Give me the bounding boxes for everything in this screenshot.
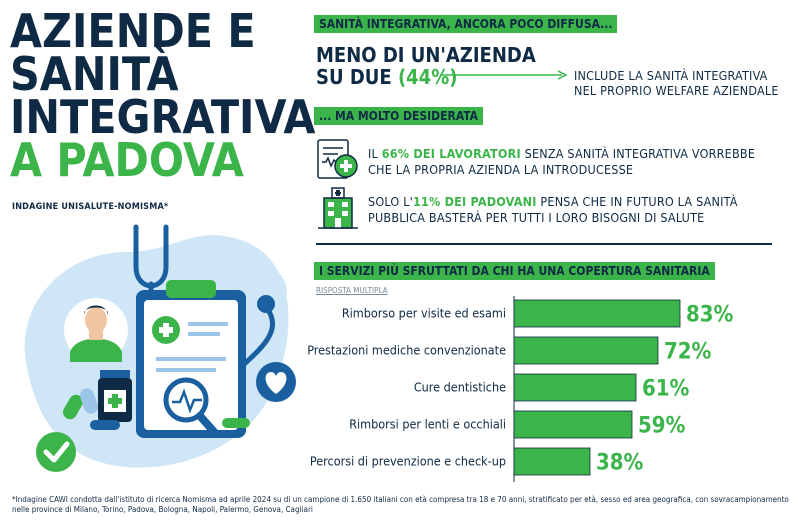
services-bar-chart: Rimborso per visite ed esami 83% Prestazio…: [307, 296, 734, 482]
chart-bar: [513, 447, 591, 476]
headline-line-1: MENO DI UN'AZIENDA: [316, 43, 536, 67]
title-line-1: AZIENDE E: [10, 4, 256, 58]
magnifier-icon: [163, 377, 220, 438]
chart-category-label: Rimborsi per lenti e occhiali: [349, 417, 506, 432]
padova-stat-suffix: PENSA CHE IN FUTURO LA SANITÀ: [536, 194, 738, 209]
padova-stat-line-2: PUBBLICA BASTERÀ PER TUTTI I LORO BISOGN…: [368, 210, 705, 225]
workers-stat-prefix: IL: [368, 146, 382, 161]
section-divider: [316, 243, 772, 245]
medical-record-icon: [317, 139, 358, 179]
headline-percentage: (44%): [397, 65, 458, 89]
footnote: *Indagine CAWI condotta dall'istituto di…: [12, 495, 789, 514]
title-line-3: INTEGRATIVA: [10, 90, 316, 144]
doctor-avatar: [64, 298, 128, 362]
chart-bar: [513, 410, 633, 439]
headline-line-2-prefix: SU DUE: [316, 65, 398, 89]
pill-bottle-icon: [98, 370, 132, 422]
chart-category-label: Rimborso per visite ed esami: [342, 306, 506, 321]
padova-stat: SOLO L'11% DEI PADOVANI PENSA CHE IN FUT…: [368, 194, 738, 226]
workers-stat-suffix: SENZA SANITÀ INTEGRATIVA VORREBBE: [520, 146, 756, 161]
chart-category-label: Cure dentistiche: [414, 380, 506, 395]
padova-stat-highlight: 11% DEI PADOVANI: [412, 194, 537, 209]
capsule-icon: [222, 418, 250, 428]
multiple-answer-note: RISPOSTA MULTIPLA: [316, 286, 388, 295]
workers-stat: IL 66% DEI LAVORATORI SENZA SANITÀ INTEG…: [368, 146, 755, 178]
chart-value-label: 59%: [638, 414, 686, 439]
side-note-line-2: NEL PROPRIO WELFARE AZIENDALE: [574, 83, 779, 98]
side-note-line-1: INCLUDE LA SANITÀ INTEGRATIVA: [574, 68, 768, 83]
chart-bar: [513, 299, 681, 328]
title-line-4: A PADOVA: [10, 133, 244, 187]
section-tag-diffusion: SANITÀ INTEGRATIVA, ANCORA POCO DIFFUSA.…: [314, 15, 618, 33]
survey-subtitle: INDAGINE UNISALUTE-NOMISMA*: [12, 202, 169, 212]
workers-stat-line-1: IL 66% DEI LAVORATORI SENZA SANITÀ INTEG…: [368, 146, 755, 162]
headline-stat: MENO DI UN'AZIENDA SU DUE (44%): [316, 44, 536, 88]
section-tag-services: I SERVIZI PIÙ SFRUTTATI DA CHI HA UNA CO…: [314, 262, 715, 280]
headline-explanation: INCLUDE LA SANITÀ INTEGRATIVA NEL PROPRI…: [574, 68, 779, 98]
healthcare-illustration: [24, 224, 296, 472]
check-circle-icon: [36, 432, 76, 472]
pills-icon: [63, 388, 120, 430]
workers-stat-highlight: 66% DEI LAVORATORI: [381, 146, 521, 161]
chart-category-label: Prestazioni mediche convenzionate: [307, 343, 506, 358]
title-line-2: SANITÀ: [10, 47, 179, 101]
section-tag-desired: ... MA MOLTO DESIDERATA: [314, 107, 484, 125]
hospital-icon: [318, 187, 358, 229]
chart-value-label: 61%: [642, 377, 690, 402]
chart-bar: [513, 373, 637, 402]
workers-stat-line-2: CHE LA PROPRIA AZIENDA LA INTRODUCESSE: [368, 162, 634, 177]
padova-stat-line-1: SOLO L'11% DEI PADOVANI PENSA CHE IN FUT…: [368, 194, 738, 210]
page-title: AZIENDE E SANITÀ INTEGRATIVA A PADOVA: [10, 4, 316, 187]
stethoscope-head: [257, 295, 275, 313]
chart-bar: [513, 336, 659, 365]
arrow-right-icon: [440, 70, 568, 80]
heart-icon: [256, 362, 296, 402]
headline-line-2: SU DUE (44%): [316, 66, 536, 88]
chart-value-label: 83%: [686, 303, 734, 328]
chart-value-label: 72%: [664, 340, 712, 365]
chart-value-label: 38%: [596, 451, 644, 476]
padova-stat-prefix: SOLO L': [368, 194, 413, 209]
chart-category-label: Percorsi di prevenzione e check-up: [310, 454, 506, 469]
